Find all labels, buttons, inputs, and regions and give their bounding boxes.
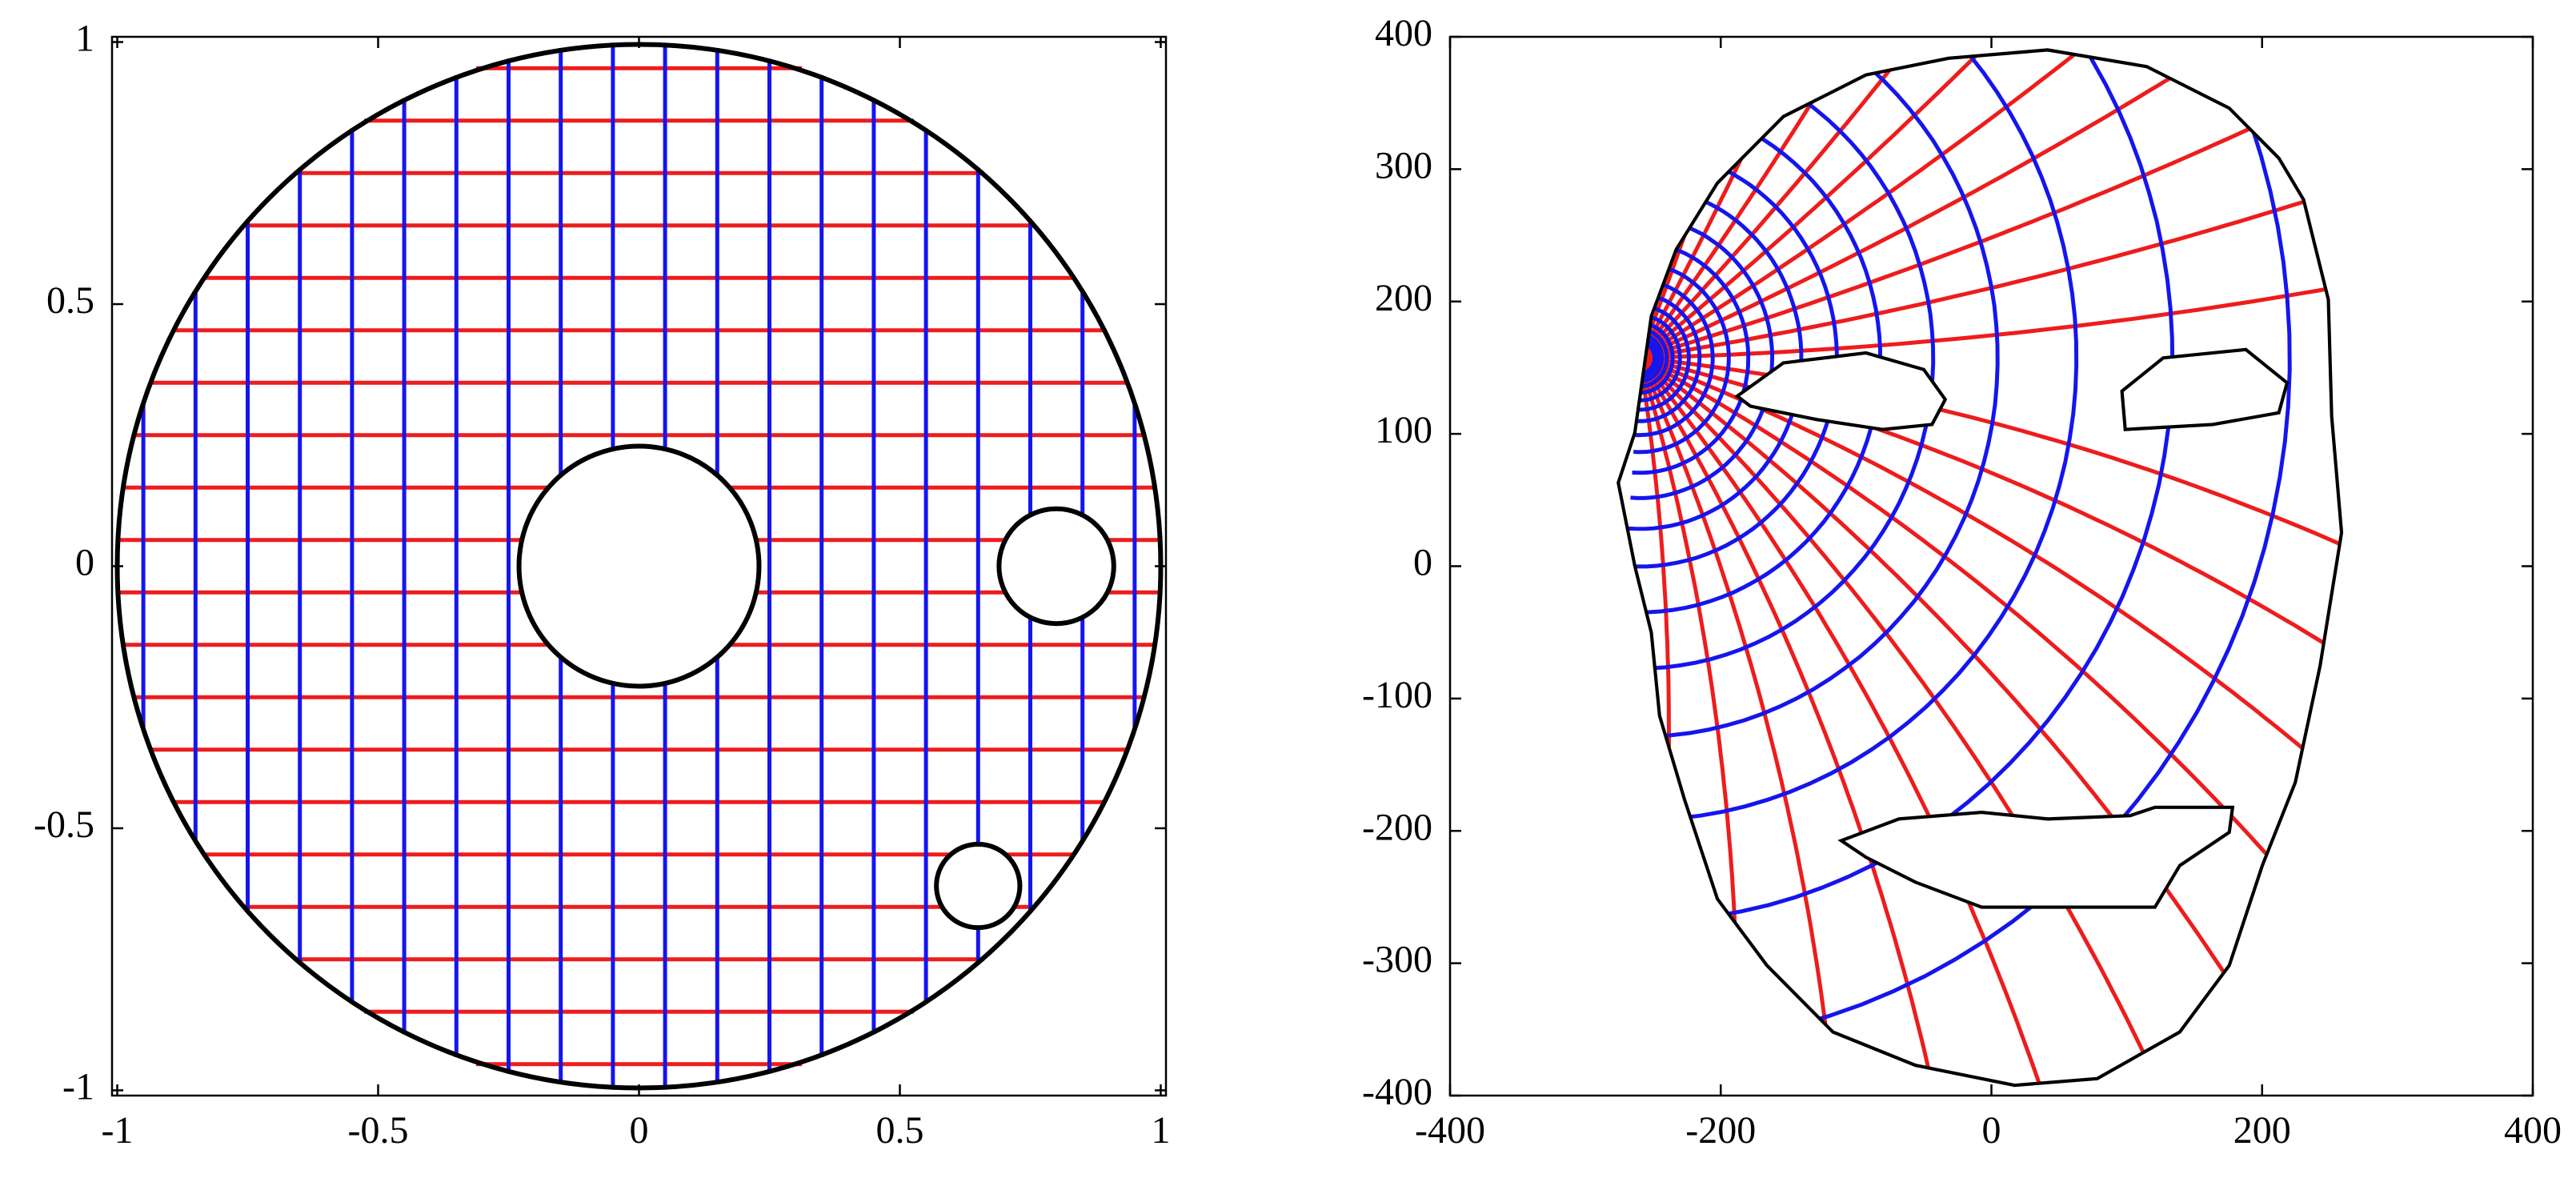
hole	[516, 443, 762, 689]
y-tick-label: -0.5	[34, 803, 94, 846]
grid-curve	[1636, 313, 1682, 403]
face-grid	[1618, 50, 2342, 1086]
x-tick-label: 0	[630, 1109, 649, 1152]
grid-curve	[1633, 278, 1715, 438]
x-tick-label: 0	[1982, 1109, 2001, 1152]
x-tick-label: -1	[102, 1109, 134, 1152]
y-tick-label: 400	[1375, 12, 1432, 54]
y-tick-label: 100	[1375, 409, 1432, 451]
grid-curve	[1639, 256, 2342, 360]
grid-curve	[1632, 261, 1731, 455]
hole	[996, 506, 1116, 627]
grid-curve	[1637, 321, 1675, 395]
left-eye	[1734, 351, 1948, 431]
grid-curve	[1638, 50, 2325, 360]
grid-curve	[1638, 356, 2306, 898]
grid-curve	[1625, 185, 1804, 531]
grid-curve	[1618, 50, 2079, 823]
grid-curve	[1618, 357, 1672, 1086]
x-tick-label: -200	[1685, 1109, 1756, 1152]
grid-curve	[1618, 50, 2292, 1048]
face-drawing	[1617, 48, 2344, 1088]
y-tick-label: 0	[1413, 542, 1432, 584]
y-tick-label: 0.5	[46, 279, 94, 322]
right-eye	[2120, 347, 2290, 431]
y-tick-label: 200	[1375, 277, 1432, 319]
grid-curve	[1618, 50, 2000, 739]
x-tick-label: -0.5	[348, 1109, 409, 1152]
grid-curve	[1637, 327, 1669, 389]
y-tick-label: -400	[1362, 1071, 1432, 1113]
grid-curve	[1634, 292, 1702, 423]
y-tick-label: -1	[62, 1065, 94, 1108]
grid-curve	[1638, 50, 2170, 359]
hole	[934, 841, 1023, 931]
x-tick-label: 200	[2233, 1109, 2291, 1152]
x-tick-label: 0.5	[875, 1109, 923, 1152]
grid-curve	[1639, 355, 2342, 707]
y-tick-label: -300	[1362, 939, 1432, 981]
grid-curve	[1635, 303, 1691, 412]
x-tick-label: -400	[1415, 1109, 1485, 1152]
grid-curve	[1628, 215, 1775, 500]
face-outline	[1617, 48, 2344, 1088]
mouth	[1837, 805, 2235, 909]
grid-curve	[1639, 50, 2342, 360]
y-tick-label: 300	[1375, 144, 1432, 186]
grid-curve	[1630, 241, 1751, 475]
x-tick-label: 400	[2504, 1109, 2562, 1152]
x-tick-label: 1	[1151, 1109, 1170, 1152]
y-tick-label: 0	[75, 542, 94, 584]
y-tick-label: 1	[75, 18, 94, 60]
grid-curve	[1637, 357, 1844, 1086]
grid-curve	[1639, 50, 2342, 360]
y-tick-label: -100	[1362, 674, 1432, 716]
y-tick-label: -200	[1362, 806, 1432, 848]
